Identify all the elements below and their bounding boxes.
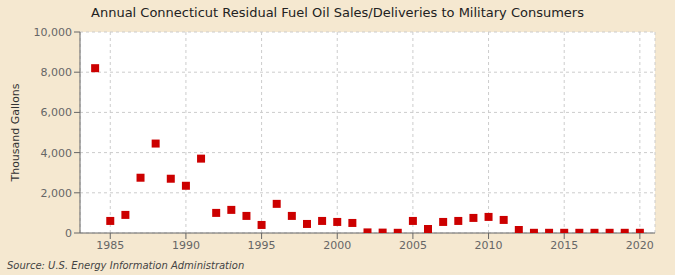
svg-text:2010: 2010 [475, 239, 503, 252]
svg-text:2015: 2015 [550, 239, 578, 252]
svg-text:2,000: 2,000 [41, 187, 73, 200]
svg-text:4,000: 4,000 [41, 147, 73, 160]
svg-text:10,000: 10,000 [34, 26, 73, 39]
svg-text:1995: 1995 [248, 239, 276, 252]
svg-text:0: 0 [65, 227, 72, 240]
svg-text:1990: 1990 [172, 239, 200, 252]
html-text:Source: U.S. Energy Informatio: Source: U.S. Energy Information Administ… [7, 260, 245, 271]
html-text:Annual Connecticut Residual Fu: Annual Connecticut Residual Fuel Oil Sal… [91, 5, 584, 20]
svg-text:2000: 2000 [323, 239, 351, 252]
svg-text:2020: 2020 [626, 239, 654, 252]
svg-text:8,000: 8,000 [41, 66, 73, 79]
svg-text:1985: 1985 [96, 239, 124, 252]
svg-text:6,000: 6,000 [41, 106, 73, 119]
svg-text:Thousand Gallons: Thousand Gallons [9, 83, 22, 182]
svg-text:2005: 2005 [399, 239, 427, 252]
